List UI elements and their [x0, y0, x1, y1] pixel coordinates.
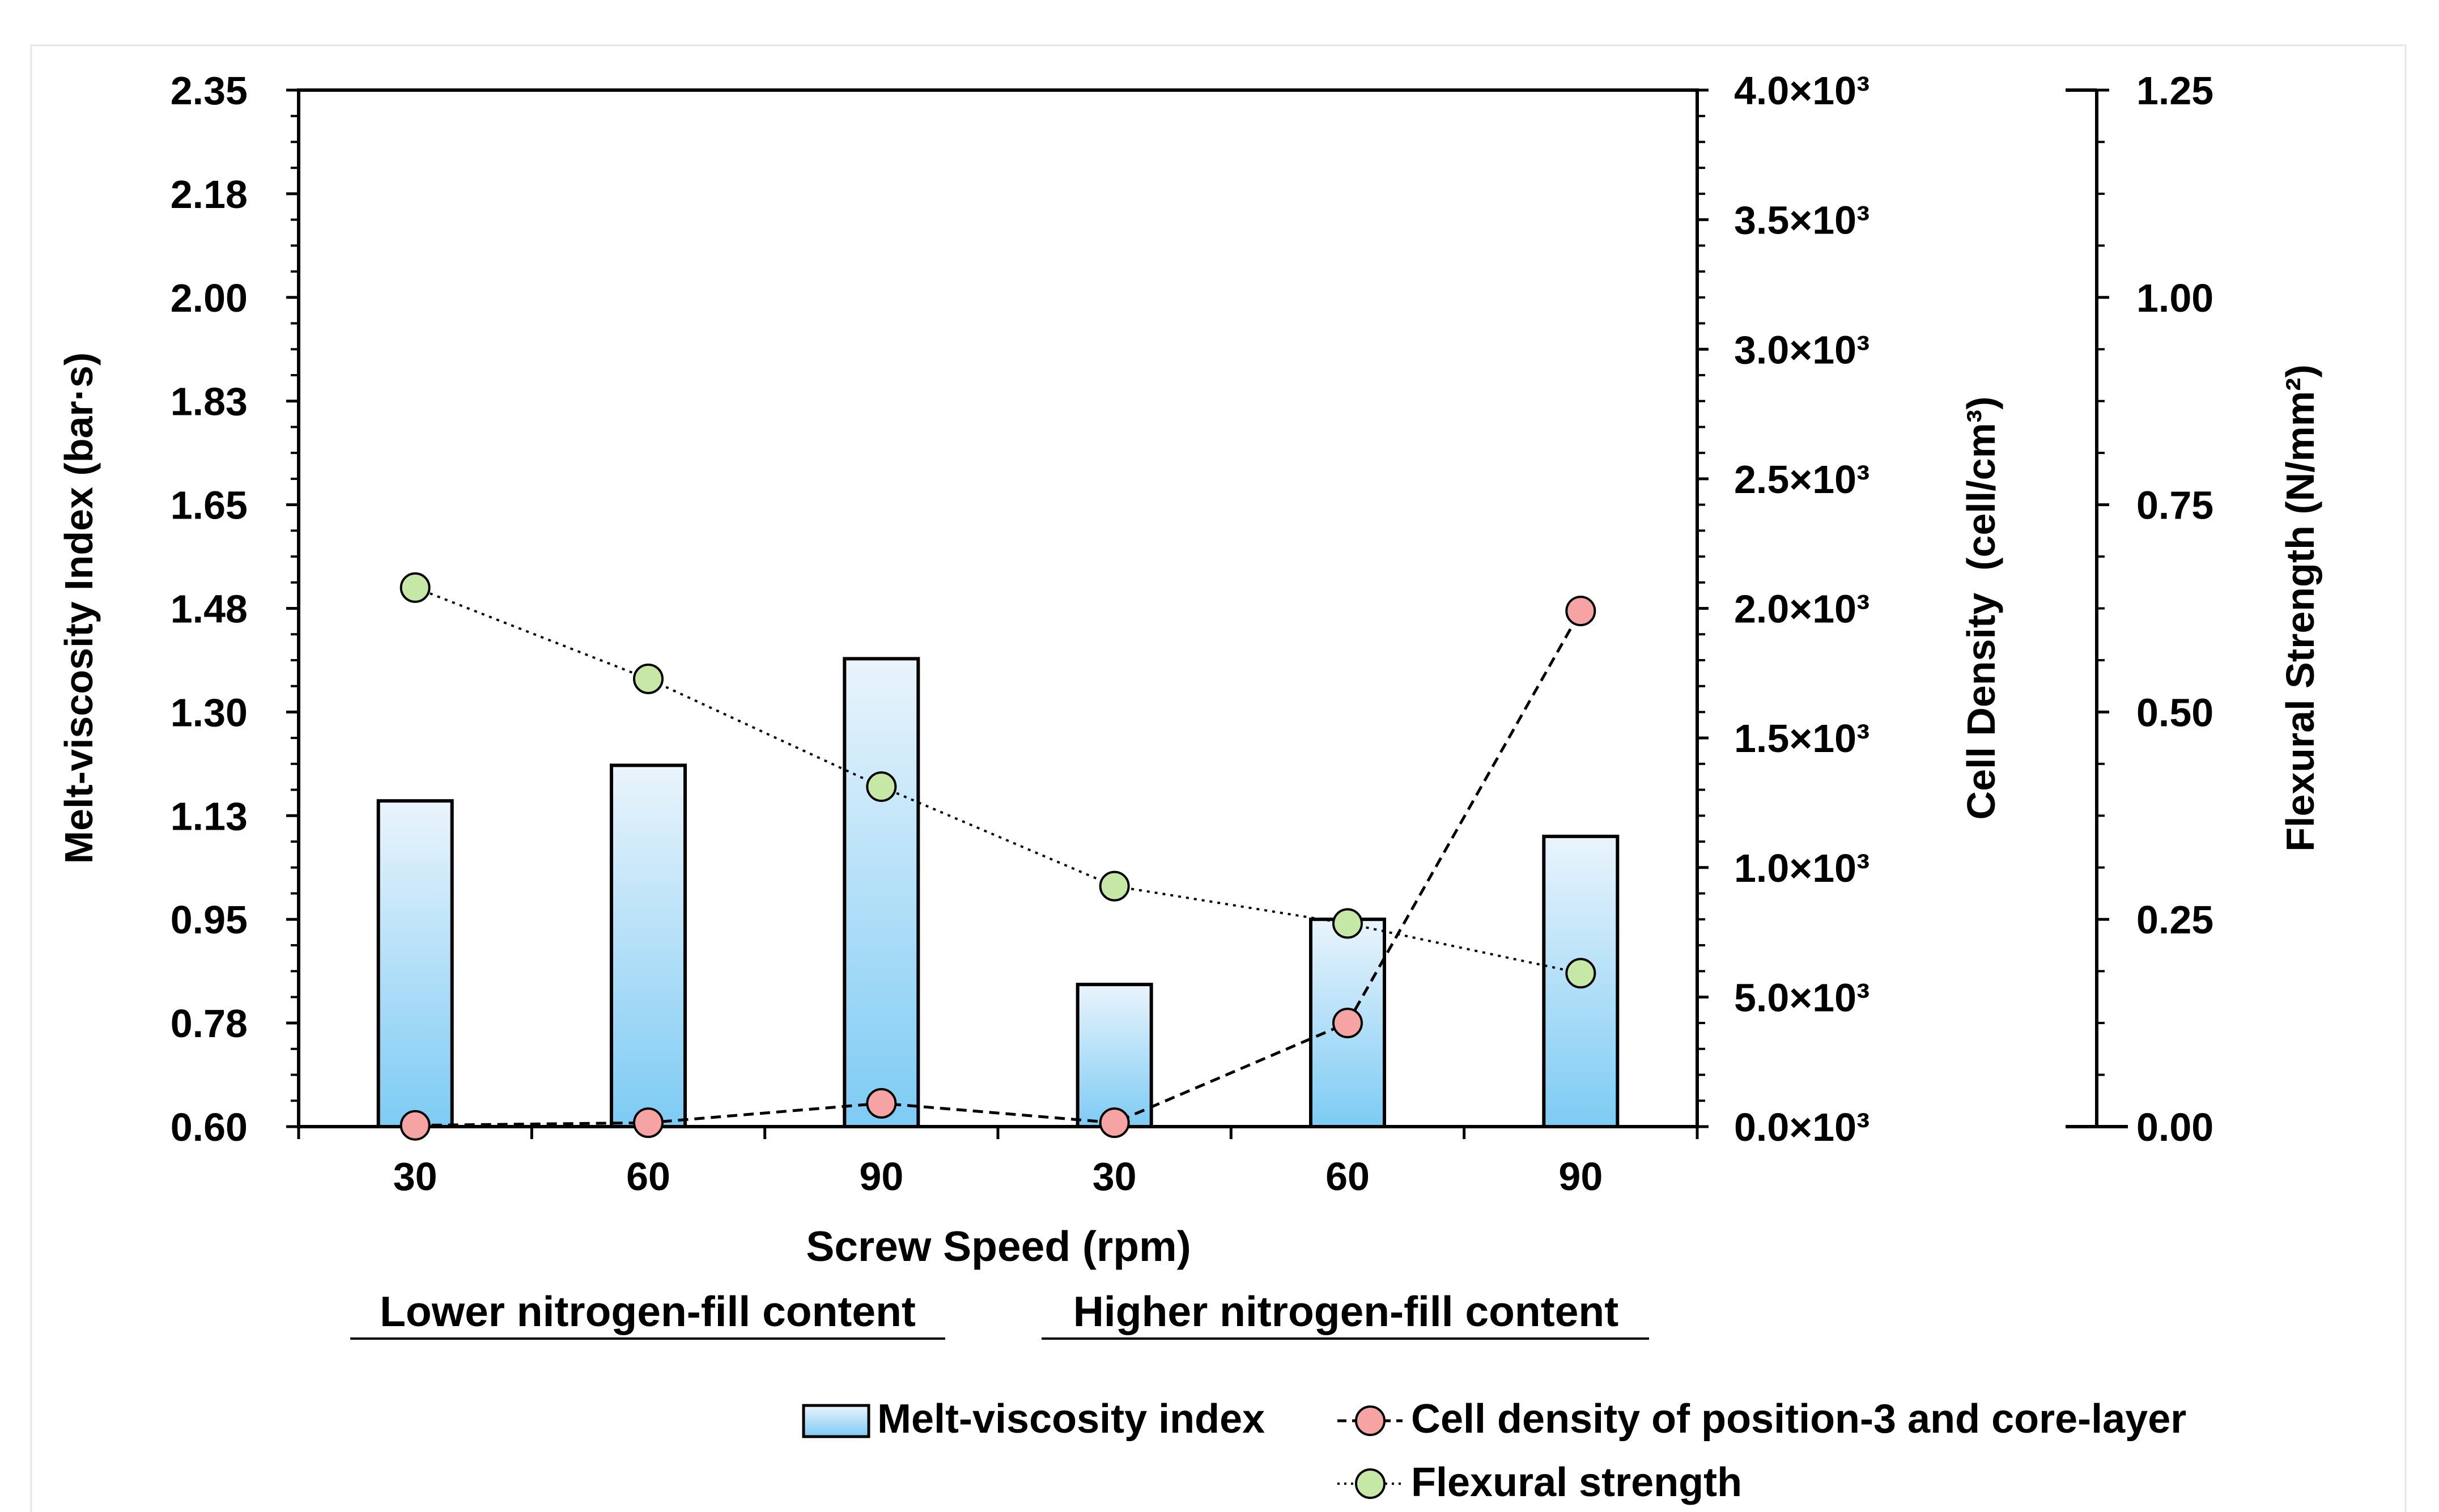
right1-tick-label: 1.5×10³ — [1734, 716, 1869, 761]
right1-tick-label: 3.0×10³ — [1734, 328, 1869, 372]
point-flexural-strength — [1332, 908, 1363, 939]
legend-label-bar: Melt-viscosity index — [877, 1396, 1265, 1442]
right2-axis-title: Flexural Strength (N/mm²) — [2278, 364, 2322, 852]
left-tick-label: 1.48 — [171, 587, 248, 631]
x-tick-label: 90 — [859, 1154, 903, 1199]
legend-swatch-cell-marker — [1355, 1405, 1386, 1436]
right2-tick-label: 0.00 — [2136, 1105, 2213, 1149]
left-tick-label: 1.65 — [171, 483, 248, 528]
left-tick-label: 0.78 — [171, 1001, 248, 1046]
right2-tick-label: 0.25 — [2136, 898, 2213, 942]
left-tick-label: 2.00 — [171, 276, 248, 320]
left-tick-label: 1.13 — [171, 794, 248, 838]
legend-label-cell: Cell density of position-3 and core-laye… — [1411, 1396, 2186, 1442]
left-tick-label: 1.30 — [171, 690, 248, 734]
point-flexural-strength — [633, 663, 664, 694]
left-tick-label: 2.35 — [171, 69, 248, 113]
right1-tick-label: 1.0×10³ — [1734, 846, 1869, 890]
left-axis-title: Melt-viscosity Index (bar·s) — [57, 352, 101, 864]
x-tick-label: 60 — [1325, 1154, 1370, 1199]
point-flexural-strength — [866, 771, 897, 802]
legend-swatch-flex-marker — [1355, 1468, 1386, 1499]
point-flexural-strength — [400, 572, 431, 603]
bar-melt-viscosity — [610, 763, 687, 1129]
right2-tick-label: 0.75 — [2136, 483, 2213, 528]
point-flexural-strength — [1099, 870, 1130, 902]
point-cell-density — [400, 1110, 431, 1141]
right1-tick-label: 2.5×10³ — [1734, 457, 1869, 502]
bar-melt-viscosity — [1076, 983, 1153, 1129]
right2-tick-label: 1.25 — [2136, 69, 2213, 113]
x-tick-label: 30 — [393, 1154, 437, 1199]
line-cell-density — [415, 610, 1582, 1127]
point-cell-density — [1099, 1107, 1130, 1139]
left-tick-label: 2.18 — [171, 172, 248, 216]
bar-melt-viscosity — [843, 657, 920, 1128]
point-cell-density — [866, 1088, 897, 1119]
left-tick-label: 0.95 — [171, 898, 248, 942]
legend-label-flex: Flexural strength — [1411, 1460, 1742, 1505]
right1-tick-label: 3.5×10³ — [1734, 198, 1869, 243]
group-label-lower: Lower nitrogen-fill content — [380, 1288, 916, 1335]
group-label-higher: Higher nitrogen-fill content — [1073, 1288, 1618, 1335]
x-tick-label: 90 — [1558, 1154, 1603, 1199]
right2-tick-label: 0.50 — [2136, 690, 2213, 734]
right2-tick-label: 1.00 — [2136, 276, 2213, 320]
line-flexural-strength — [414, 587, 1581, 975]
x-tick-label: 60 — [626, 1154, 670, 1199]
x-tick-label: 30 — [1093, 1154, 1137, 1199]
right1-tick-label: 2.0×10³ — [1734, 587, 1869, 631]
right1-tick-label: 4.0×10³ — [1734, 69, 1869, 113]
left-tick-label: 0.60 — [171, 1105, 248, 1149]
legend: Melt-viscosity index Cell density of pos… — [802, 1396, 2186, 1505]
right1-tick-label: 0.0×10³ — [1734, 1105, 1869, 1149]
point-cell-density — [1565, 596, 1596, 627]
left-tick-label: 1.83 — [171, 380, 248, 424]
bar-melt-viscosity — [376, 799, 454, 1128]
point-flexural-strength — [1565, 958, 1596, 989]
x-axis-title: Screw Speed (rpm) — [806, 1222, 1191, 1270]
right1-tick-label: 5.0×10³ — [1734, 975, 1869, 1020]
legend-swatch-bar — [802, 1404, 870, 1438]
point-cell-density — [1332, 1008, 1363, 1039]
right1-axis-title: Cell Density (cell/cm³) — [1959, 397, 2003, 820]
point-cell-density — [633, 1107, 664, 1139]
figure-frame — [30, 44, 2407, 1512]
